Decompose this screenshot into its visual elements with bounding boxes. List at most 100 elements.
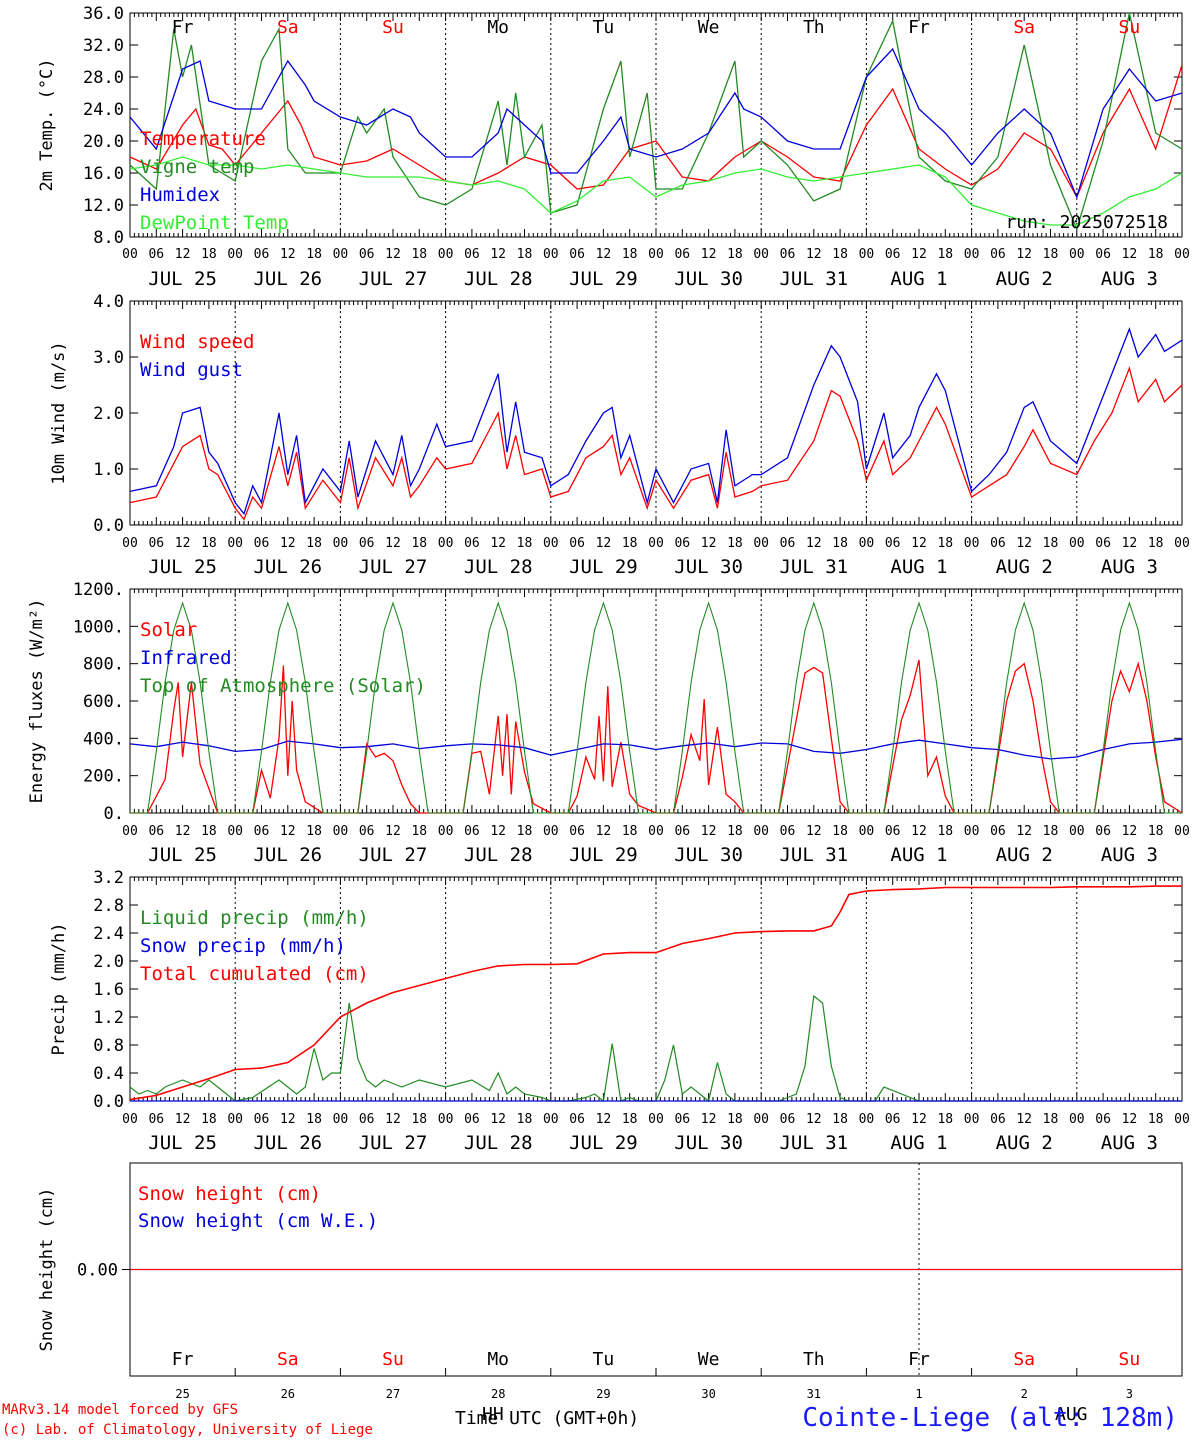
y-tick-label: 36.0 <box>83 4 124 24</box>
date-label: JUL 28 <box>464 268 533 290</box>
hour-tick-label: 18 <box>622 247 638 262</box>
date-label: AUG 3 <box>1101 556 1158 578</box>
y-tick-label: 20.0 <box>83 132 124 152</box>
hour-tick-label: 18 <box>306 824 322 839</box>
hour-tick-label: 06 <box>359 536 375 551</box>
hour-tick-label: 18 <box>937 824 953 839</box>
date-label: JUL 27 <box>359 268 428 290</box>
hour-tick-label: 00 <box>753 536 769 551</box>
y-tick-label: 0. <box>104 804 124 824</box>
hour-tick-label: 18 <box>937 247 953 262</box>
hour-tick-label: 12 <box>490 1112 506 1127</box>
hour-tick-label: 12 <box>175 1112 191 1127</box>
hour-tick-label: 18 <box>1148 1112 1164 1127</box>
date-label: JUL 31 <box>779 1132 848 1154</box>
hour-tick-label: 06 <box>780 247 796 262</box>
day-number-label: 28 <box>491 1387 505 1401</box>
series-blue-line <box>129 327 1183 516</box>
hour-tick-label: 18 <box>201 247 217 262</box>
hour-tick-label: 06 <box>359 1112 375 1127</box>
y-tick-label: 800. <box>83 655 124 675</box>
legend-entry: Temperature <box>140 128 266 150</box>
legend-entry: Solar <box>140 619 197 641</box>
hour-tick-label: 00 <box>438 824 454 839</box>
y-tick-label: 4.0 <box>93 292 124 312</box>
lab-credit: (c) Lab. of Climatology, University of L… <box>2 1422 373 1438</box>
footer: MARv3.14 model forced by GFS (c) Lab. of… <box>2 1402 1178 1438</box>
hour-tick-label: 18 <box>1043 1112 1059 1127</box>
hour-tick-label: 12 <box>596 1112 612 1127</box>
hour-tick-label: 06 <box>464 536 480 551</box>
y-tick-label: 3.0 <box>93 348 124 368</box>
hour-tick-label: 12 <box>806 824 822 839</box>
date-label: JUL 25 <box>148 844 217 866</box>
y-tick-label: 2.4 <box>93 924 124 944</box>
date-label: JUL 26 <box>253 1132 322 1154</box>
weekday-label: Tu <box>593 17 615 38</box>
hour-tick-label: 18 <box>622 824 638 839</box>
date-label: JUL 28 <box>464 844 533 866</box>
hour-tick-label: 18 <box>1043 824 1059 839</box>
hour-tick-label: 12 <box>385 824 401 839</box>
y-tick-label: 8.0 <box>93 228 124 248</box>
y-tick-label: 28.0 <box>83 68 124 88</box>
station-label: Cointe-Liege (alt: 128m) <box>802 1403 1178 1433</box>
day-number-label: 26 <box>281 1387 295 1401</box>
hour-tick-label: 00 <box>1174 247 1190 262</box>
hour-tick-label: 00 <box>859 247 875 262</box>
weekday-label: Mo <box>487 17 509 38</box>
y-tick-label: 0.0 <box>93 516 124 536</box>
y-axis-label: Precip (mm/h) <box>49 922 69 1055</box>
precip-panel: 0.0 0.4 0.8 1.2 1.6 2.0 2.4 2.8 3.2 Precip (mm/h)… <box>49 868 1190 1154</box>
hour-tick-label: 00 <box>227 824 243 839</box>
legend-entry: Snow precip (mm/h) <box>140 935 346 957</box>
hour-tick-label: 00 <box>648 1112 664 1127</box>
weekday-label: Sa <box>1013 17 1035 38</box>
hour-tick-label: 12 <box>701 247 717 262</box>
hour-tick-label: 18 <box>517 247 533 262</box>
date-label: JUL 28 <box>464 1132 533 1154</box>
hour-tick-label: 00 <box>333 536 349 551</box>
day-number-label: 1 <box>915 1387 922 1401</box>
hour-tick-label: 12 <box>596 247 612 262</box>
y-axis-label: 10m Wind (m/s) <box>49 341 69 484</box>
hour-tick-label: 00 <box>1174 824 1190 839</box>
hour-tick-label: 12 <box>1016 1112 1032 1127</box>
hour-tick-label: 12 <box>490 247 506 262</box>
hour-tick-label: 06 <box>569 824 585 839</box>
hour-tick-label: 00 <box>122 536 138 551</box>
time-axis-overlap-hh: HH <box>482 1404 504 1425</box>
y-tick-label: 3.2 <box>93 868 124 888</box>
series-blue-line <box>129 47 1183 199</box>
hour-tick-label: 06 <box>464 247 480 262</box>
date-label: JUL 25 <box>148 1132 217 1154</box>
hour-tick-label: 12 <box>490 824 506 839</box>
day-number-label: 30 <box>701 1387 715 1401</box>
hour-tick-label: 18 <box>727 1112 743 1127</box>
legend-entry: DewPoint Temp <box>140 212 289 234</box>
date-label: JUL 26 <box>253 844 322 866</box>
hour-tick-label: 12 <box>911 824 927 839</box>
legend-entry: Wind gust <box>140 359 243 381</box>
series-red-line <box>129 366 1183 521</box>
y-tick-label: 2.8 <box>93 896 124 916</box>
y-tick-label: 24.0 <box>83 100 124 120</box>
hour-tick-label: 18 <box>201 536 217 551</box>
hour-tick-label: 18 <box>832 247 848 262</box>
date-label: AUG 3 <box>1101 1132 1158 1154</box>
hour-tick-label: 12 <box>280 536 296 551</box>
hour-tick-label: 06 <box>674 1112 690 1127</box>
hour-tick-label: 00 <box>964 536 980 551</box>
hour-tick-label: 06 <box>148 536 164 551</box>
weekday-label: Fr <box>172 1349 194 1370</box>
weekday-label: Fr <box>908 1349 930 1370</box>
hour-tick-label: 12 <box>1016 536 1032 551</box>
y-axis-label: Snow height (cm) <box>37 1188 57 1352</box>
hour-tick-label: 06 <box>254 1112 270 1127</box>
hour-tick-label: 00 <box>859 1112 875 1127</box>
weekday-label: We <box>698 1349 720 1370</box>
hour-tick-label: 06 <box>1095 1112 1111 1127</box>
weekday-label: Tu <box>593 1349 615 1370</box>
energy-panel: 0. 200. 400. 600. 800. 1000. 1200. Energy fluxe… <box>27 580 1190 866</box>
